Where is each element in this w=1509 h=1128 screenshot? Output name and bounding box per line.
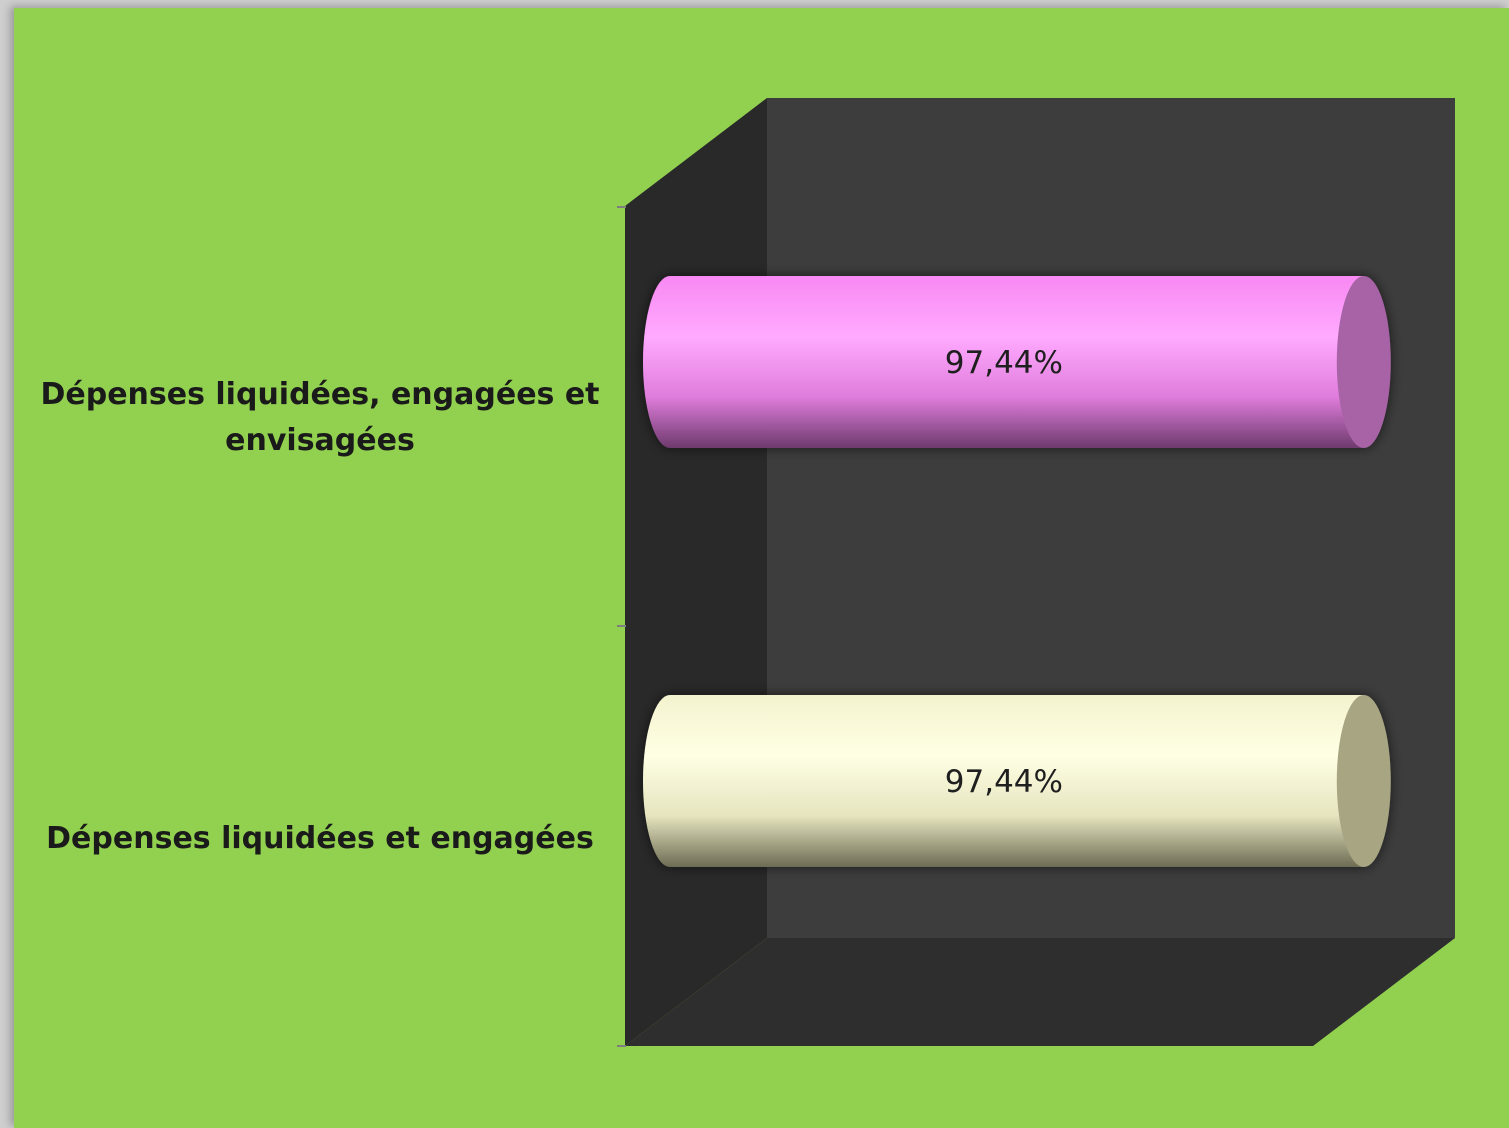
bars-layer: 97,44% 97,44% [643,276,1391,867]
bar-1 [643,695,1391,867]
data-label-1: 97,44% [945,764,1063,800]
category-label-0: Dépenses liquidées, engagées et envisagé… [40,377,600,458]
bar-body-0 [643,276,1364,448]
chart-area: 97,44% 97,44% Dépenses liquidées, engagée… [14,8,1509,1128]
category-label-1: Dépenses liquidées et engagées [46,821,594,856]
data-label-0: 97,44% [945,345,1063,381]
bar-end-cap-1 [1336,695,1391,867]
bar-end-cap-0 [1336,276,1391,448]
plot-area: 97,44% 97,44% [617,98,1455,1047]
plot-side-wall [625,98,767,1046]
bar-body-1 [643,695,1364,867]
bar-0 [643,276,1391,448]
plot-floor [625,938,1455,1046]
